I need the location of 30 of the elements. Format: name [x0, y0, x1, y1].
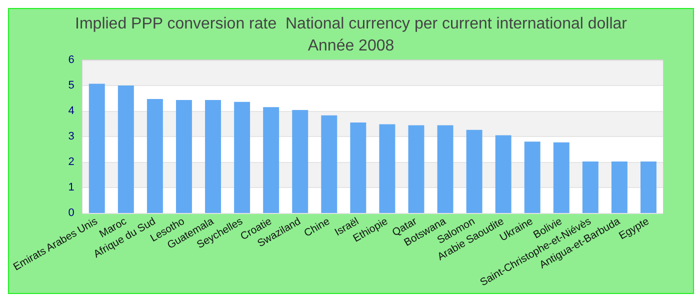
bar [234, 102, 250, 213]
bar [205, 100, 221, 213]
bar [292, 110, 308, 213]
bar [379, 124, 396, 213]
bar [640, 161, 656, 213]
bar [350, 122, 366, 213]
y-tick-label: 6 [68, 54, 74, 66]
bar [146, 99, 163, 213]
bar [408, 125, 424, 213]
x-tick-label: Chine [302, 216, 332, 240]
y-tick-label: 5 [68, 80, 74, 92]
bar [176, 100, 192, 213]
bar [437, 125, 454, 213]
bar [582, 161, 598, 213]
bar [611, 161, 628, 213]
y-tick-label: 1 [68, 182, 74, 194]
bar [118, 86, 134, 213]
y-tick-label: 0 [68, 207, 74, 219]
bar [466, 130, 482, 213]
bar [263, 107, 280, 213]
bar [524, 142, 540, 213]
y-tick-label: 4 [68, 105, 74, 117]
chart-subtitle: Année 2008 [308, 38, 394, 54]
bar [553, 142, 570, 213]
bar [88, 84, 105, 213]
chart-title: Implied PPP conversion rate National currency per current international dollar [75, 16, 628, 32]
y-tick-label: 2 [68, 156, 74, 168]
y-tick-label: 3 [68, 130, 74, 142]
bar [321, 115, 338, 213]
bar [495, 135, 512, 213]
